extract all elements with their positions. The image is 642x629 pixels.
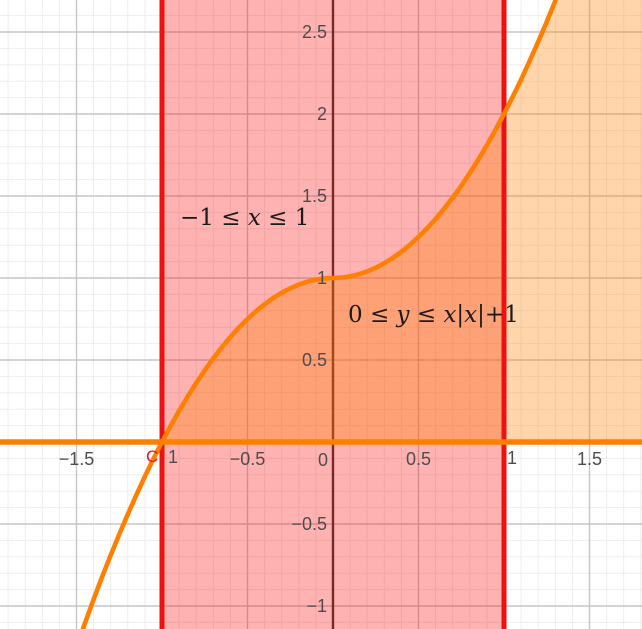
x-tick-label: −1.5 [59,449,95,469]
region-strip-fill [162,0,504,629]
y-tick-label: 1.5 [302,186,327,206]
x-tick-label: 0.5 [406,449,431,469]
tick-plus-1-partial: 1 [507,448,517,468]
annotation-text: 0 ≤ [348,302,397,328]
annotation-variable: x [443,302,456,328]
y-tick-label: 2.5 [302,22,327,42]
y-tick-label: −1 [306,596,327,616]
annotation-text: −1 ≤ [180,205,248,231]
annotation-strip-inequality: −1 ≤ x ≤ 1 [180,205,309,231]
y-tick-label: −0.5 [291,514,327,534]
annotation-curve-inequality: 0 ≤ y ≤ x|x|+1 [348,302,519,328]
tick-minus-1-partial: 1 [168,447,178,467]
y-tick-label: 1 [317,268,327,288]
annotation-text: | [456,302,464,328]
annotation-variable: x [248,205,261,231]
annotation-text: ≤ [410,302,444,328]
x-tick-label: 1.5 [577,449,602,469]
y-tick-label: 2 [317,104,327,124]
region-under-curve-fill [162,0,642,442]
curve-x-abs-x-plus-1[interactable] [77,0,564,629]
red-line-label-c: C [146,447,158,466]
annotation-variable: y [396,302,411,328]
annotation-variable: x [464,302,477,328]
x-tick-label: −0.5 [230,449,266,469]
origin-label: 0 [318,450,328,470]
annotation-text: |+1 [477,302,519,328]
annotation-text: ≤ 1 [261,205,310,231]
y-tick-label: 0.5 [302,350,327,370]
